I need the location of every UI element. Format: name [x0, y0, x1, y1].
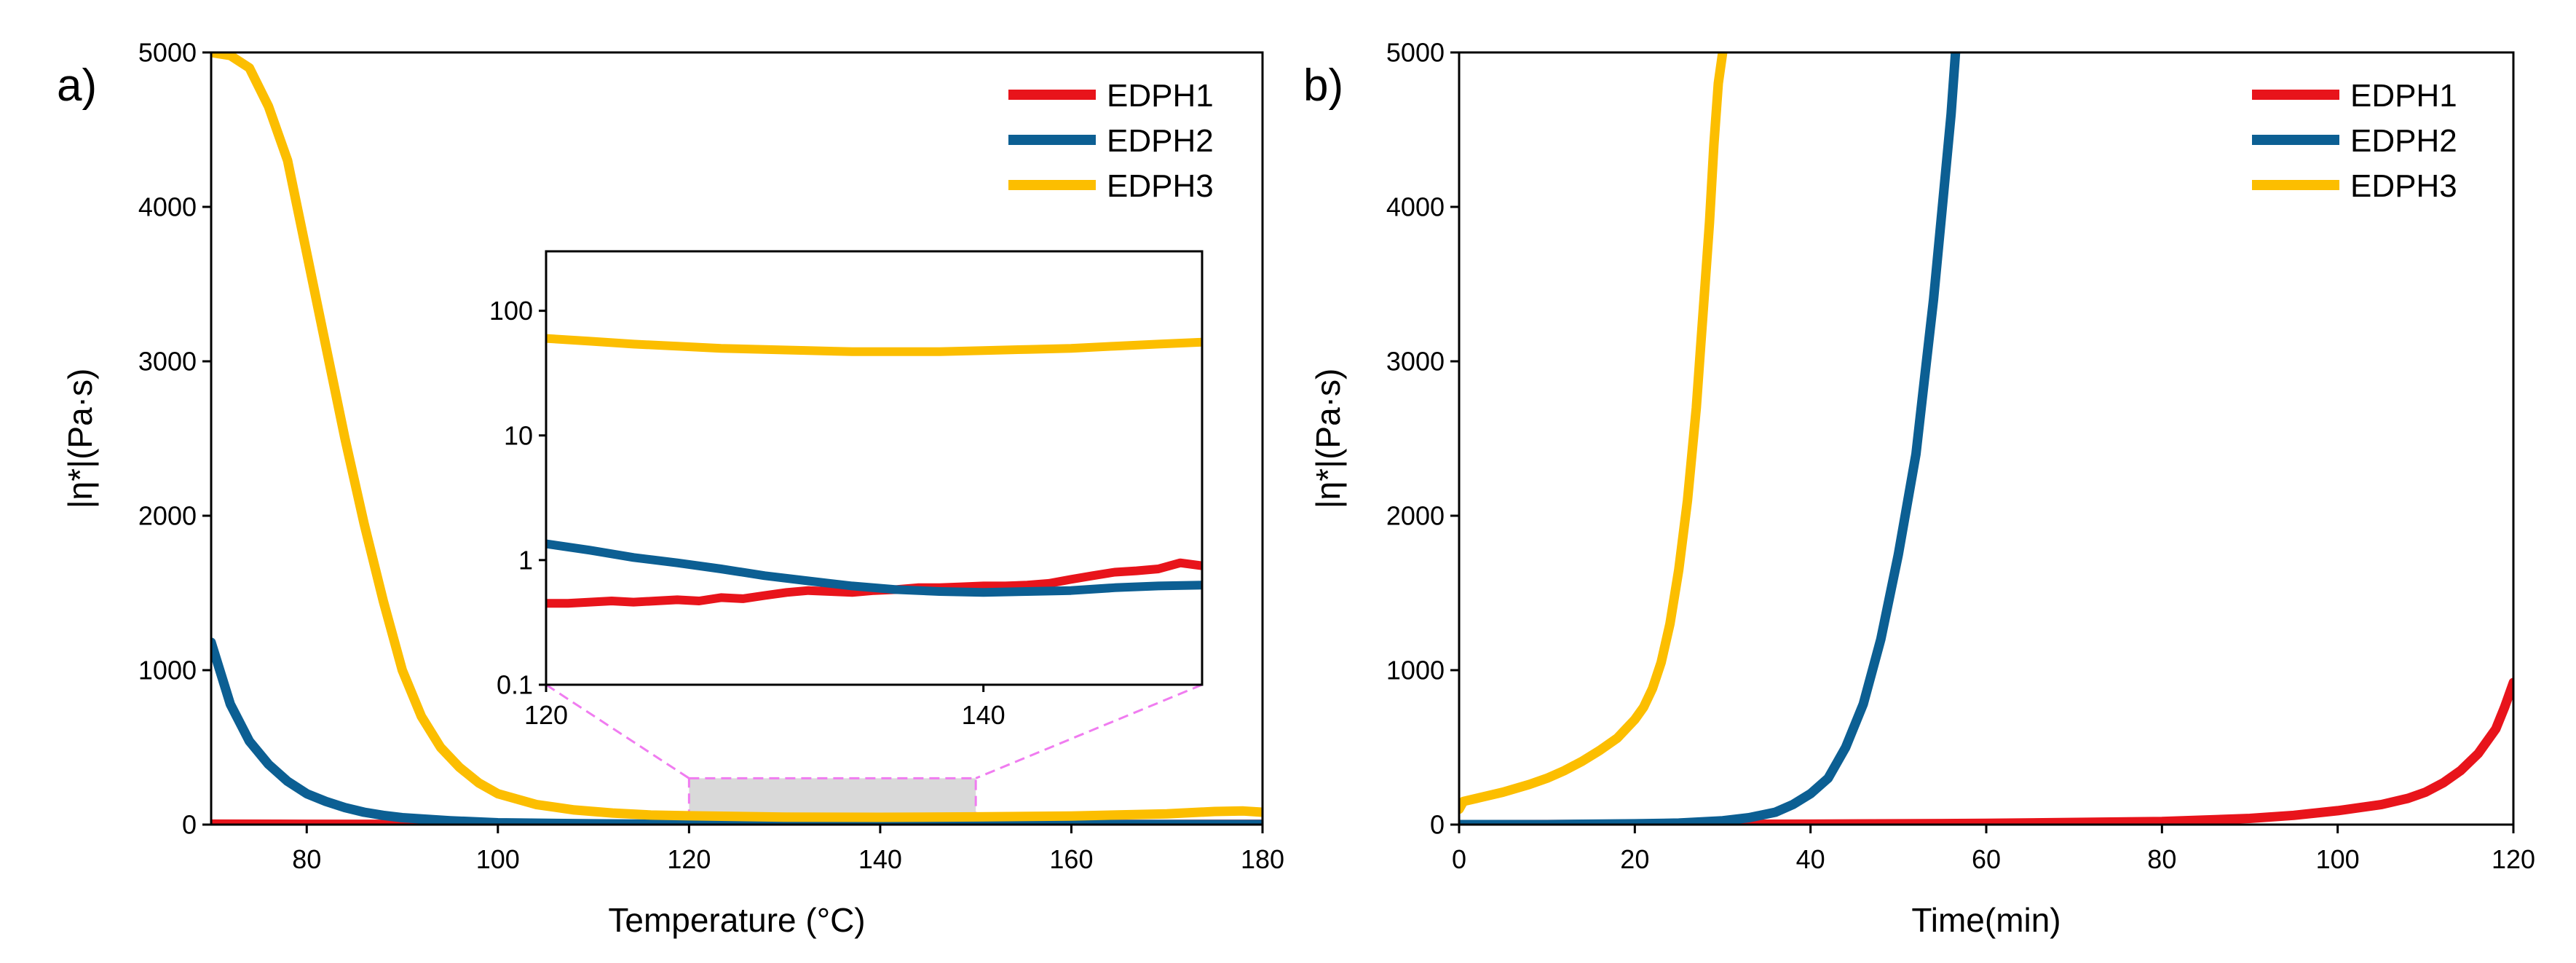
- panel-a-y-axis-label: |η*|(Pa·s): [61, 369, 99, 509]
- legend-b-label-edph1: EDPH1: [2350, 78, 2457, 114]
- legend-a-label-edph3: EDPH3: [1107, 168, 1214, 204]
- inset-y-tick-label: 10: [504, 420, 533, 450]
- panel-b: b) 0 20 40 60 80 100 120010002000300040005000 …: [1303, 38, 2535, 939]
- panel-b-x-tick-label: 0: [1452, 844, 1466, 874]
- inset-axes: 120 140 0.1 1 10 100: [489, 296, 1005, 730]
- panel-a-x-tick-label: 160: [1049, 844, 1093, 874]
- panel-a: a) 80 100 120 140 160 180 0 1000 2000 3000 4000 500…: [57, 38, 1284, 939]
- inset-x-tick-label: 140: [962, 700, 1005, 730]
- panel-a-x-tick-label: 120: [667, 844, 711, 874]
- panel-a-x-tick-label: 180: [1241, 844, 1284, 874]
- legend-b-label-edph3: EDPH3: [2350, 168, 2457, 204]
- panel-b-series-edph1: [1459, 677, 2513, 825]
- panel-b-x-tick-label: 60: [1972, 844, 2001, 874]
- panel-b-y-tick-label: 5000: [1386, 38, 1445, 68]
- inset-plot-area: [546, 334, 1202, 608]
- panel-a-label: a): [57, 60, 97, 111]
- panel-a-legend: EDPH1 EDPH2 EDPH3: [1008, 78, 1214, 204]
- legend-b-label-edph2: EDPH2: [2350, 123, 2457, 159]
- panel-a-x-axis-label: Temperature (°C): [608, 901, 865, 939]
- panel-a-y-tick-label: 2000: [138, 501, 197, 531]
- inset-series-edph3: [546, 334, 1202, 356]
- panel-b-y-tick-label: 4000: [1386, 192, 1445, 222]
- inset-x-tick-label: 120: [524, 700, 568, 730]
- panel-b-series-edph2: [1459, 52, 1961, 825]
- panel-b-y-tick-label: 0: [1430, 810, 1445, 840]
- panel-b-y-tick-label: 1000: [1386, 656, 1445, 685]
- panel-a-x-tick-label: 80: [292, 844, 321, 874]
- inset-y-tick-label: 1: [518, 545, 533, 575]
- panel-a-series-edph3: [211, 52, 1263, 822]
- panel-a-y-tick-label: 4000: [138, 192, 197, 222]
- inset-y-tick-label: 0.1: [497, 670, 533, 700]
- panel-b-x-tick-label: 80: [2147, 844, 2176, 874]
- panel-a-y-tick-label: 1000: [138, 656, 197, 685]
- panel-b-x-axis-label: Time(min): [1911, 901, 2061, 939]
- inset-y-tick-label: 100: [489, 296, 533, 326]
- panel-a-y-tick-label: 0: [182, 810, 197, 840]
- panel-b-y-tick-label: 2000: [1386, 501, 1445, 531]
- inset-series-edph2: [546, 539, 1202, 597]
- inset-background: [546, 251, 1202, 685]
- legend-a-label-edph2: EDPH2: [1107, 123, 1214, 159]
- inset-axes-frame: [545, 250, 1204, 686]
- panel-b-legend: EDPH1 EDPH2 EDPH3: [2252, 78, 2457, 204]
- panel-b-y-axis-label: |η*|(Pa·s): [1309, 369, 1347, 509]
- panel-b-series-edph3: [1459, 52, 1728, 814]
- panel-b-y-tick-label: 3000: [1386, 347, 1445, 377]
- panel-b-x-tick-label: 20: [1620, 844, 1649, 874]
- panel-a-x-tick-label: 140: [858, 844, 902, 874]
- panel-a-y-tick-label: 3000: [138, 347, 197, 377]
- panel-a-x-tick-label: 100: [476, 844, 520, 874]
- panel-a-y-tick-label: 5000: [138, 38, 197, 68]
- panel-a-zoom-connector-left: [545, 683, 690, 779]
- panel-a-zoom-connector-right: [975, 683, 1203, 779]
- panel-b-label: b): [1303, 60, 1343, 111]
- panel-a-axes-frame: [210, 51, 1264, 826]
- legend-a-label-edph1: EDPH1: [1107, 78, 1214, 114]
- panel-b-x-tick-label: 40: [1796, 844, 1825, 874]
- panel-b-x-tick-label: 100: [2316, 844, 2360, 874]
- panel-a-axes: 80 100 120 140 160 180 0 1000 2000 3000 4000 5000: [138, 38, 1284, 874]
- panel-b-axes: 0 20 40 60 80 100 120 0 1000 2000 3000 4000 5000: [1386, 38, 2535, 874]
- inset-panel: 120 140 0.1 1 10 100: [489, 250, 1204, 730]
- panel-b-x-tick-label: 120: [2492, 844, 2535, 874]
